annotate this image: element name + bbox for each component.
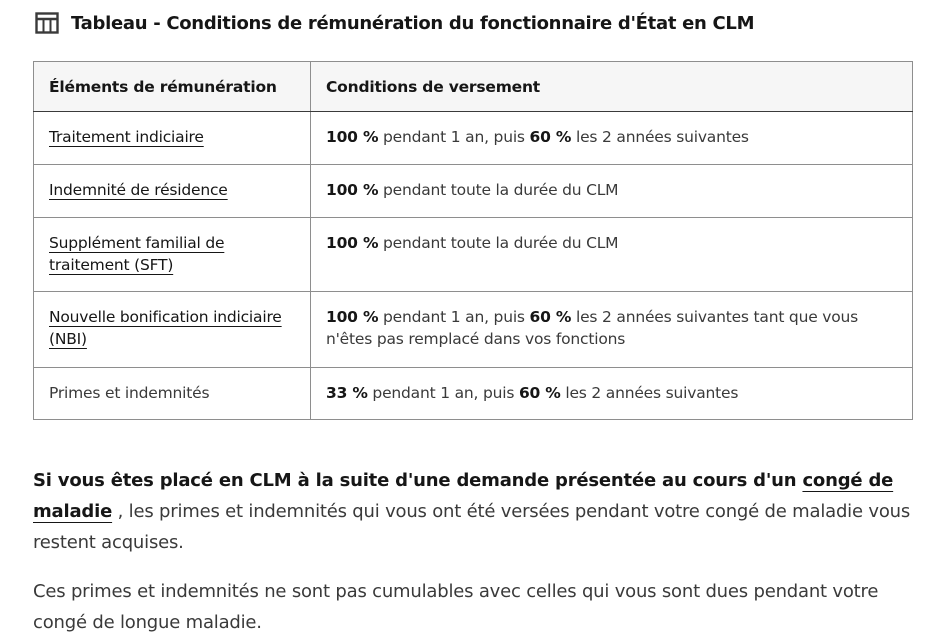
conditions-cell: 100 % pendant 1 an, puis 60 % les 2 anné… [310,291,913,368]
conditions-cell: 33 % pendant 1 an, puis 60 % les 2 année… [310,367,913,420]
header-elements: Éléments de rémunération [33,61,311,112]
link-nbi[interactable]: Nouvelle bonification indiciaire (NBI) [49,308,282,348]
paragraph-conge-maladie: Si vous êtes placé en CLM à la suite d'u… [33,470,911,553]
link-traitement-indiciaire[interactable]: Traitement indiciaire [49,128,204,146]
table-row: Traitement indiciaire 100 % pendant 1 an… [33,111,913,165]
table-row: Nouvelle bonification indiciaire (NBI) 1… [33,291,913,368]
element-cell: Primes et indemnités [33,367,311,420]
table-icon [35,12,59,34]
header-conditions: Conditions de versement [310,61,913,112]
remuneration-table: Éléments de rémunération Conditions de v… [33,61,913,420]
table-header-row: Éléments de rémunération Conditions de v… [33,61,913,112]
conditions-cell: 100 % pendant 1 an, puis 60 % les 2 anné… [310,111,913,165]
link-conge-maladie[interactable]: congé de maladie [33,470,894,522]
table-row: Primes et indemnités 33 % pendant 1 an, … [33,367,913,420]
conditions-cell: 100 % pendant toute la durée du CLM [310,217,913,292]
table-row: Supplément familial de traitement (SFT) … [33,217,913,292]
link-indemnite-residence[interactable]: Indemnité de résidence [49,181,228,199]
table-title: Tableau - Conditions de rémunération du … [35,12,754,34]
link-sft[interactable]: Supplément familial de traitement (SFT) [49,234,225,274]
table-title-text: Tableau - Conditions de rémunération du … [71,12,755,34]
table-row: Indemnité de résidence 100 % pendant tou… [33,164,913,218]
paragraph-cumul: Ces primes et indemnités ne sont pas cum… [33,581,879,633]
conditions-cell: 100 % pendant toute la durée du CLM [310,164,913,218]
